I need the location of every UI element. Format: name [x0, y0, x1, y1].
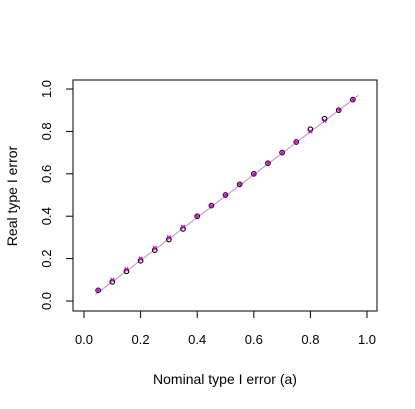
marker-stroke [237, 182, 242, 187]
y-axis-label: Real type I error [4, 145, 20, 246]
data-point [194, 213, 201, 220]
x-tick-label: 0.2 [132, 332, 150, 347]
data-point-x-marker [95, 288, 101, 293]
marker-stroke [180, 224, 186, 230]
y-tick-label: 0.2 [39, 250, 54, 268]
data-point-x-marker [308, 129, 313, 134]
y-tick-label: 0.8 [39, 122, 54, 140]
data-point [208, 202, 215, 209]
data-point-x-marker [265, 160, 271, 166]
marker-stroke [308, 129, 313, 134]
data-point-x-marker [138, 256, 143, 261]
reference-line [94, 94, 359, 296]
x-axis: 0.0 0.2 0.4 0.6 0.8 1.0 [75, 310, 376, 347]
data-point [335, 107, 342, 114]
marker-stroke [194, 213, 200, 219]
marker-stroke [138, 256, 143, 261]
data-point-x-marker [180, 224, 186, 230]
marker-stroke [350, 97, 356, 102]
reference-line-layer [94, 94, 359, 296]
data-point-x-marker [209, 203, 214, 208]
data-point-x-marker [251, 171, 257, 177]
x-tick-label: 0.6 [245, 332, 263, 347]
marker-stroke [223, 192, 228, 198]
y-axis: 0.0 0.2 0.4 0.6 0.8 1.0 [39, 80, 74, 310]
data-point-x-marker [166, 235, 172, 240]
marker-stroke [322, 118, 327, 124]
marker-stroke [279, 150, 285, 155]
marker-stroke [152, 245, 157, 251]
data-point [250, 170, 257, 177]
data-point-x-marker [237, 182, 242, 187]
marker-stroke [124, 266, 129, 272]
marker-stroke [251, 171, 257, 177]
data-point [95, 287, 101, 294]
x-axis-label: Nominal type I error (a) [153, 371, 297, 387]
data-point-x-marker [194, 213, 200, 219]
data-point [265, 160, 271, 167]
data-point-x-marker [336, 107, 341, 113]
data-point-x-marker [294, 139, 299, 145]
data-point-x-marker [110, 277, 115, 283]
marker-stroke [166, 235, 172, 240]
marker-stroke [209, 203, 214, 208]
data-point-x-marker [279, 150, 285, 155]
data-point [293, 139, 300, 145]
y-tick-label: 0.6 [39, 165, 54, 183]
y-tick-label: 0.4 [39, 207, 54, 225]
data-point [222, 192, 229, 198]
marker-stroke [95, 288, 101, 293]
data-point-x-marker [124, 266, 129, 272]
points-layer [95, 96, 356, 294]
y-tick-label: 0.0 [39, 292, 54, 310]
x-tick-label: 0.0 [75, 332, 93, 347]
data-point [350, 96, 356, 103]
marker-stroke [336, 107, 341, 113]
data-point [279, 149, 285, 156]
x-tick-label: 0.8 [301, 332, 319, 347]
y-tick-label: 1.0 [39, 80, 54, 98]
data-point [236, 181, 243, 188]
x-tick-label: 0.4 [188, 332, 206, 347]
marker-stroke [265, 160, 271, 166]
marker-stroke [110, 277, 115, 283]
x-tick-label: 1.0 [358, 332, 376, 347]
data-point-x-marker [350, 97, 356, 102]
data-point-x-marker [223, 192, 228, 198]
data-point-x-marker [322, 118, 327, 124]
marker-stroke [294, 139, 299, 145]
data-point-x-marker [152, 245, 157, 251]
